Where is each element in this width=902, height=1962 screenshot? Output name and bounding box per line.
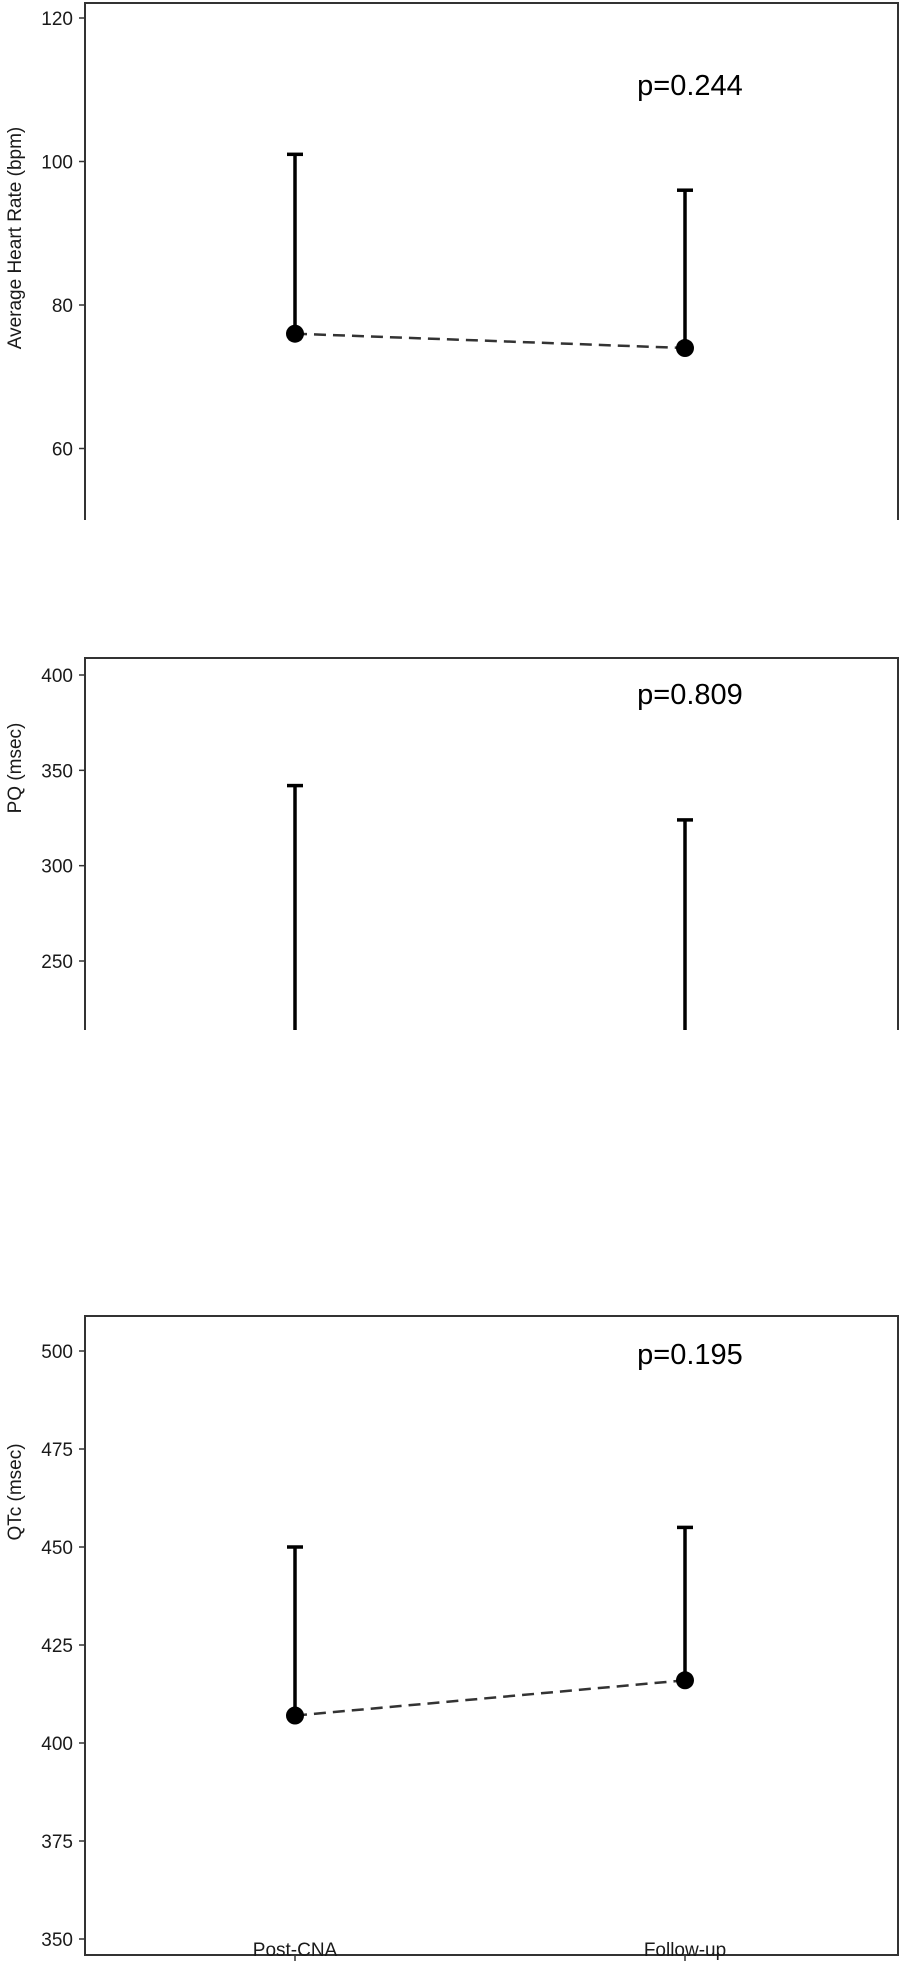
mean-connector-line [294,332,686,350]
y-tick-label: 500 [41,1342,73,1363]
mean-point [286,324,304,343]
y-tick-label: 475 [41,1440,73,1461]
y-tick-label: 60 [52,440,73,461]
y-tick-label: 100 [41,153,73,174]
y-tick-label: 300 [41,857,73,878]
p-value-annotation: p=0.809 [637,679,743,711]
y-tick-label: 350 [41,1930,73,1951]
p-value-annotation: p=0.195 [637,1339,743,1371]
mean-point [286,1706,304,1725]
y-axis-label: QTc (msec) [5,1443,26,1541]
p-value-annotation: p=0.244 [637,70,743,102]
y-tick-label: 80 [52,296,73,317]
mean-point [676,339,694,358]
pq-panel: 100150200250300350400Post-CNAFollow-upp=… [5,657,899,1030]
mean-point [676,1671,694,1690]
plot-frame [84,1315,899,1956]
x-tick-label: Post-CNA [253,1940,338,1961]
y-tick-label: 450 [41,1538,73,1559]
y-tick-label: 400 [41,1734,73,1755]
y-tick-label: 250 [41,952,73,973]
y-tick-label: 350 [41,761,73,782]
y-tick-label: 120 [41,9,73,30]
pq-chart: 100150200250300350400Post-CNAFollow-upp=… [41,657,899,1030]
y-tick-label: 425 [41,1636,73,1657]
y-tick-label: 375 [41,1832,73,1853]
mean-connector-line [294,1679,686,1717]
plot-frame [84,2,899,520]
x-tick-label: Follow-up [644,1940,726,1961]
y-tick-label: 400 [41,666,73,687]
